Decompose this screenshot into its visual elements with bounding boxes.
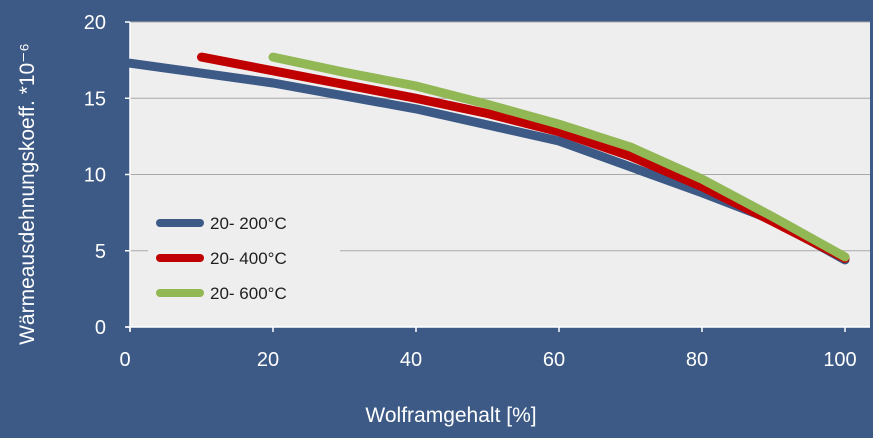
legend: 20- 200°C 20- 400°C 20- 600°C <box>148 200 340 310</box>
legend-label: 20- 200°C <box>210 214 287 233</box>
x-axis-title: Wolframgehalt [%] <box>365 404 536 427</box>
y-tick-label: 20 <box>84 12 106 34</box>
y-tick-label: 10 <box>84 165 106 187</box>
series-line-3 <box>268 52 850 262</box>
legend-label: 20- 600°C <box>210 284 287 303</box>
x-tick-label: 40 <box>400 349 422 371</box>
axes: 0 5 10 15 20 0 20 40 60 80 100 <box>84 12 870 371</box>
x-tick-label: 20 <box>257 349 279 371</box>
series-line-2 <box>197 52 850 263</box>
y-tick-label: 15 <box>84 88 106 110</box>
x-tick-label: 100 <box>823 349 856 371</box>
legend-label: 20- 400°C <box>210 249 287 268</box>
series-lines <box>125 52 850 265</box>
y-tick-label: 5 <box>95 241 106 263</box>
y-axis-title: Wärmeausdehnungskoeff. *10⁻⁶ <box>16 43 39 345</box>
x-tick-label: 0 <box>119 349 130 371</box>
x-tick-label: 80 <box>686 349 708 371</box>
y-tick-label: 0 <box>95 317 106 339</box>
x-tick-label: 60 <box>543 349 565 371</box>
